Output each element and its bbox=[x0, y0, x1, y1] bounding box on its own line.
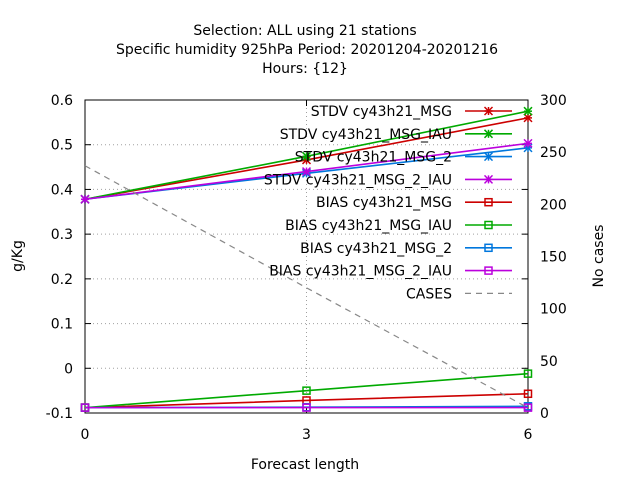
tick-labels: -0.100.10.20.30.40.50.605010015020025030… bbox=[46, 93, 567, 443]
data-point bbox=[80, 194, 90, 204]
legend-marker bbox=[483, 174, 494, 184]
series-line-8 bbox=[84, 165, 529, 409]
y-tick-label: 0.3 bbox=[51, 227, 73, 243]
legend-label: STDV cy43h21_MSG_IAU bbox=[280, 127, 452, 143]
data-point bbox=[523, 369, 533, 378]
legend-marker bbox=[483, 152, 494, 162]
legend-label: STDV cy43h21_MSG_2 bbox=[295, 150, 452, 166]
legend-label: STDV cy43h21_MSG bbox=[311, 104, 452, 120]
title-line-1: Selection: ALL using 21 stations bbox=[193, 23, 416, 39]
legend-marker bbox=[484, 197, 493, 207]
legend-label: BIAS cy43h21_MSG_IAU bbox=[285, 218, 452, 234]
y2-tick-label: 300 bbox=[540, 93, 567, 109]
y-tick-label: 0.5 bbox=[51, 138, 73, 154]
y-tick-label: 0.2 bbox=[51, 272, 73, 288]
x-axis-label: Forecast length bbox=[251, 457, 359, 473]
series-lines bbox=[80, 106, 533, 412]
series-line-5 bbox=[84, 372, 529, 409]
legend-marker bbox=[484, 266, 493, 275]
legend-label: BIAS cy43h21_MSG_2_IAU bbox=[269, 264, 452, 280]
chart-title: Selection: ALL using 21 stations Specifi… bbox=[116, 23, 498, 77]
y-tick-label: 0 bbox=[64, 361, 73, 377]
y2-tick-label: 50 bbox=[540, 354, 558, 370]
y-tick-label: 0.4 bbox=[51, 182, 73, 198]
legend-label: CASES bbox=[406, 286, 452, 302]
data-point bbox=[302, 386, 311, 395]
y-tick-label: 0.1 bbox=[51, 317, 73, 333]
data-point bbox=[523, 113, 533, 123]
data-point bbox=[301, 167, 312, 177]
y-tick-label: -0.1 bbox=[46, 406, 73, 422]
legend-label: BIAS cy43h21_MSG bbox=[316, 195, 452, 211]
legend-marker bbox=[483, 106, 494, 116]
y2-tick-label: 150 bbox=[540, 250, 567, 266]
legend-label: STDV cy43h21_MSG_2_IAU bbox=[264, 172, 452, 188]
title-line-3: Hours: {12} bbox=[262, 61, 348, 77]
x-tick-label: 6 bbox=[524, 427, 533, 443]
data-point bbox=[523, 138, 533, 148]
y2-axis-label: No cases bbox=[591, 225, 607, 288]
legend: STDV cy43h21_MSG STDV cy43h21_MSG_IAU STDV… bbox=[264, 104, 512, 302]
x-tick-label: 3 bbox=[302, 427, 311, 443]
series-line-4 bbox=[84, 392, 529, 409]
y2-tick-label: 200 bbox=[540, 197, 567, 213]
y-axis-label: g/Kg bbox=[10, 240, 26, 272]
legend-label: BIAS cy43h21_MSG_2 bbox=[300, 241, 452, 257]
data-point bbox=[80, 403, 90, 412]
y2-tick-label: 100 bbox=[540, 302, 567, 318]
data-point bbox=[301, 151, 312, 161]
data-point bbox=[302, 403, 311, 412]
title-line-2: Specific humidity 925hPa Period: 2020120… bbox=[116, 42, 498, 58]
y2-tick-label: 0 bbox=[540, 406, 549, 422]
x-tick-label: 0 bbox=[81, 427, 90, 443]
legend-marker bbox=[484, 220, 493, 230]
grid bbox=[85, 100, 528, 413]
data-point bbox=[523, 403, 533, 412]
legend-marker bbox=[483, 129, 494, 139]
data-point bbox=[523, 389, 533, 399]
legend-marker bbox=[484, 243, 493, 253]
y-tick-label: 0.6 bbox=[51, 93, 73, 109]
data-point bbox=[523, 106, 533, 116]
y2-tick-label: 250 bbox=[540, 145, 567, 161]
